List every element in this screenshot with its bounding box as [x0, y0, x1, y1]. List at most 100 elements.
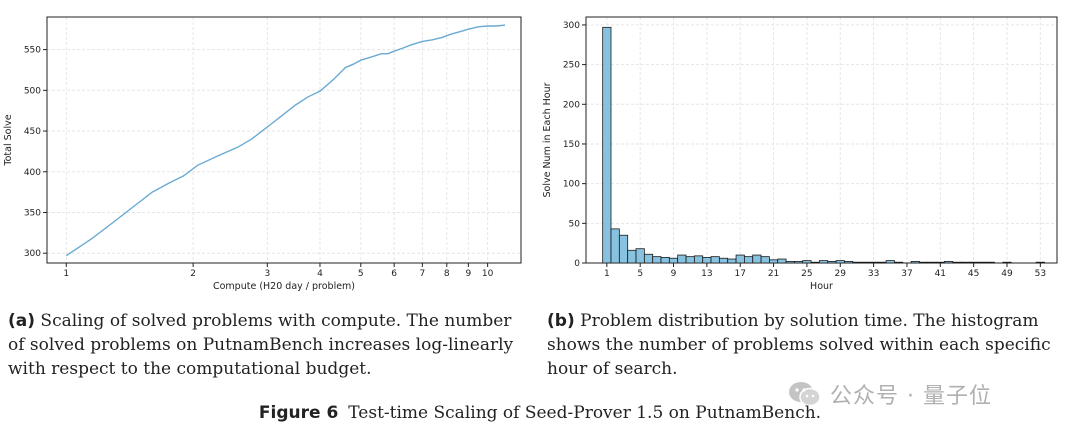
chart-b-bar: [777, 258, 787, 264]
chart-b-bar: [668, 257, 679, 264]
chart-b-bar: [718, 257, 729, 264]
chart-b-bar: [643, 253, 654, 264]
chart-b-xtick-label: 29: [835, 269, 847, 279]
chart-a-xtick-label: 10: [482, 269, 494, 279]
chart-b-bar: [794, 261, 804, 264]
figure-caption: Figure 6 Test-time Scaling of Seed-Prover…: [0, 403, 1080, 423]
chart-a-frame: [46, 16, 522, 264]
chart-b-bar: [885, 260, 895, 264]
chart-b-bar: [827, 261, 837, 264]
chart-b-ytick-label: 300: [563, 21, 580, 31]
watermark: 公众号 · 量子位: [788, 378, 992, 414]
chart-a-ytick-label: 550: [24, 46, 41, 56]
chart-b-frame: [585, 16, 1058, 264]
chart-b-ytick-label: 200: [563, 100, 580, 110]
chart-a-xtick-label: 3: [264, 269, 270, 279]
chart-a-xtick-label: 7: [420, 269, 426, 279]
chart-b-bar: [693, 255, 704, 264]
chart-a-xtick-label: 9: [465, 269, 471, 279]
chart-b-bar: [819, 260, 829, 264]
chart-b-bar: [985, 261, 995, 264]
chart-b-ytick-label: 0: [574, 259, 580, 269]
chart-b-bar: [877, 261, 887, 264]
chart-b-bar: [627, 249, 637, 264]
chart-b-bar: [618, 234, 629, 264]
chart-b-bar: [602, 26, 612, 264]
chart-b-xtick-label: 33: [868, 269, 879, 279]
wechat-icon: [788, 380, 822, 414]
chart-a-ytick-label: 500: [24, 86, 41, 96]
chart-b-bar: [952, 261, 962, 264]
chart-a-xtick-label: 4: [317, 269, 323, 279]
chart-b-ylabel: Solve Num in Each Hour: [542, 82, 553, 197]
chart-b-bar: [969, 261, 979, 264]
chart-b-bar: [743, 256, 754, 264]
chart-a-ylabel: Total Solve: [3, 114, 14, 166]
chart-a-series-line: [65, 24, 506, 257]
chart-b-bar: [835, 260, 845, 264]
caption-a-text: Scaling of solved problems with compute.…: [8, 311, 514, 379]
chart-b-bar: [852, 261, 862, 264]
chart-b-bar: [894, 261, 904, 264]
chart-b-bar: [760, 256, 770, 264]
caption-b: (b) Problem distribution by solution tim…: [547, 309, 1067, 381]
chart-b-bar: [727, 258, 737, 264]
chart-b-bar: [685, 256, 695, 264]
chart-b-xlabel: Hour: [810, 281, 833, 292]
caption-b-text: Problem distribution by solution time. T…: [547, 311, 1051, 379]
chart-a-xtick-label: 5: [358, 269, 364, 279]
chart-b-bar: [910, 261, 920, 264]
caption-a-label: (a): [8, 311, 36, 331]
chart-b-xtick-label: 21: [768, 269, 779, 279]
chart-b-xtick-label: 53: [1035, 269, 1046, 279]
chart-a-xtick-label: 1: [63, 269, 69, 279]
chart-b-xtick-label: 41: [935, 269, 946, 279]
chart-b-bar: [769, 259, 779, 264]
chart-b-bar: [960, 261, 970, 264]
chart-b-xtick-label: 49: [1001, 269, 1013, 279]
chart-b-bar: [869, 261, 879, 264]
watermark-text: 公众号 · 量子位: [830, 384, 992, 409]
chart-b-bar: [660, 257, 670, 264]
chart-a-ytick-label: 450: [24, 127, 41, 137]
chart-a-xlabel: Compute (H20 day / problem): [213, 281, 355, 292]
chart-b-bar: [702, 257, 712, 264]
figure-label: Figure 6: [258, 403, 339, 423]
chart-b-bar: [785, 261, 795, 264]
chart-b-bar: [935, 261, 945, 264]
chart-b-bar: [1002, 261, 1012, 264]
chart-b-bar: [977, 261, 987, 264]
chart-b-xtick-label: 9: [671, 269, 677, 279]
chart-b-bar: [710, 256, 720, 264]
chart-b-xtick-label: 25: [801, 269, 812, 279]
caption-a: (a) Scaling of solved problems with comp…: [8, 309, 528, 381]
chart-b-bar: [927, 261, 937, 264]
chart-b-bar: [944, 261, 954, 264]
chart-a-xtick-label: 2: [190, 269, 196, 279]
caption-b-label: (b): [547, 311, 575, 331]
chart-a-ytick-label: 300: [24, 249, 41, 259]
chart-b-xtick-label: 37: [901, 269, 912, 279]
chart-b-ytick-label: 250: [563, 61, 580, 71]
chart-a-xtick-label: 8: [444, 269, 450, 279]
chart-b-ytick-label: 150: [563, 140, 580, 150]
chart-b-bar: [919, 261, 929, 264]
chart-a-xtick-label: 6: [391, 269, 397, 279]
chart-b-bar: [677, 254, 687, 264]
chart-b-xtick-label: 5: [637, 269, 643, 279]
chart-b-bar: [860, 261, 870, 264]
chart-b-bar: [652, 256, 662, 264]
chart-a-ytick-label: 350: [24, 208, 41, 218]
chart-b-bar: [735, 254, 745, 264]
chart-a-ytick-label: 400: [24, 168, 41, 178]
chart-b-bar: [635, 248, 645, 264]
chart-b-bar: [610, 228, 620, 264]
chart-b-bar: [802, 260, 812, 264]
chart-b-ytick-label: 100: [563, 180, 580, 190]
chart-b-xtick-label: 17: [734, 269, 745, 279]
chart-b-bar: [844, 261, 854, 264]
chart-b-bar: [810, 261, 820, 264]
chart-b-bar: [752, 254, 762, 264]
chart-b-xtick-label: 1: [604, 269, 610, 279]
